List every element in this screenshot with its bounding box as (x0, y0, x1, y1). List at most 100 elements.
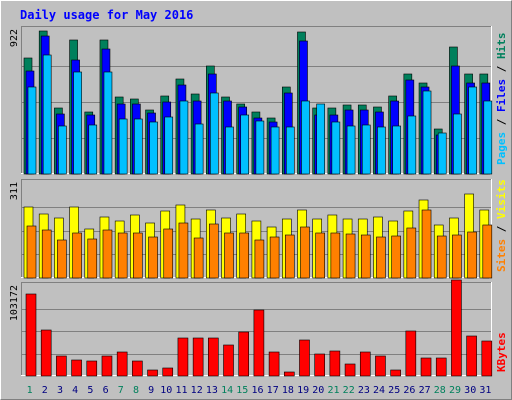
bar-pages (437, 132, 447, 175)
bar-sites (133, 232, 143, 279)
bar-pages (377, 126, 386, 175)
legend-separator: / (495, 219, 508, 239)
bar-kbytes (299, 339, 310, 377)
bar-pages (483, 100, 493, 175)
bar-kbytes (223, 344, 234, 377)
bar-pages (270, 126, 280, 175)
bar-sites (57, 239, 67, 279)
bar-pages (468, 86, 477, 175)
bar-pages (240, 114, 250, 175)
bar-sites (72, 232, 82, 279)
legend-item-sites: Sites (495, 239, 508, 272)
bar-pages (301, 100, 310, 175)
bar-sites (345, 233, 356, 279)
bar-sites (360, 234, 371, 279)
bar-kbytes (56, 355, 67, 377)
bar-kbytes (283, 371, 295, 377)
bar-sites (193, 237, 204, 279)
legend-label: Pages / Files / Hits (495, 33, 508, 166)
bar-kbytes (147, 369, 158, 377)
bar-pages (422, 90, 432, 175)
bar-sites (391, 235, 401, 279)
bar-kbytes (101, 355, 113, 377)
bar-pages (103, 71, 113, 175)
bar-kbytes (405, 330, 417, 377)
day-label: 9 (148, 385, 154, 396)
bar-kbytes (132, 360, 143, 377)
day-label: 29 (449, 385, 461, 396)
legend-item-hits: Hits (495, 33, 508, 60)
legend-label: Sites / Visits (495, 179, 508, 272)
day-label: 30 (464, 385, 476, 396)
bar-kbytes (314, 353, 325, 377)
bar-sites (315, 232, 325, 279)
day-label: 31 (479, 385, 491, 396)
bar-sites (178, 222, 189, 279)
bar-kbytes (71, 359, 82, 377)
day-label: 1 (27, 385, 33, 396)
day-label: 15 (236, 385, 248, 396)
bar-sites (102, 229, 113, 279)
day-label: 14 (221, 385, 233, 396)
bar-kbytes (359, 351, 371, 377)
day-label: 22 (343, 385, 355, 396)
bar-sites (269, 236, 280, 279)
bar-kbytes (451, 279, 462, 377)
day-label: 3 (57, 385, 63, 396)
day-label: 27 (419, 385, 431, 396)
bar-kbytes (344, 363, 356, 377)
bar-kbytes (390, 369, 401, 377)
day-label: 10 (160, 385, 172, 396)
day-label: 12 (191, 385, 203, 396)
bar-pages (392, 125, 401, 175)
legend-sites-visits: Sites / Visits (495, 179, 508, 272)
legend-separator: / (495, 59, 508, 79)
bar-sites (117, 232, 128, 279)
bar-sites (482, 224, 493, 279)
bar-pages (88, 124, 98, 175)
bar-kbytes (435, 357, 447, 377)
chart-title: Daily usage for May 2016 (20, 8, 193, 22)
day-label: 6 (103, 385, 109, 396)
bar-kbytes (208, 337, 219, 377)
bar-pages (255, 120, 265, 175)
day-label: 13 (206, 385, 218, 396)
bar-pages (225, 126, 234, 175)
bar-sites (239, 232, 250, 279)
bar-sites (421, 209, 432, 279)
bar-sites (300, 226, 310, 279)
ytick-kbytes-max: 103172 (9, 285, 20, 321)
hits-files-pages-panel (21, 26, 493, 175)
day-label: 2 (42, 385, 48, 396)
legend-item-kbytes: KBytes (495, 332, 508, 372)
bar-sites (330, 232, 341, 279)
bar-kbytes (420, 357, 432, 377)
bar-kbytes (268, 351, 280, 377)
bar-kbytes (86, 360, 98, 377)
legend-separator: / (495, 112, 508, 132)
bar-pages (42, 54, 52, 175)
bar-kbytes (25, 293, 37, 377)
day-label: 23 (358, 385, 370, 396)
bar-kbytes (253, 309, 265, 377)
bar-sites (436, 235, 447, 279)
day-label: 21 (327, 385, 339, 396)
bar-sites (467, 231, 477, 279)
ytick-visits-max: 311 (9, 182, 20, 200)
bar-sites (26, 225, 37, 279)
day-label: 8 (133, 385, 139, 396)
bar-kbytes (375, 355, 386, 377)
bar-sites (254, 239, 265, 279)
plot-border-shadow-1 (21, 179, 492, 278)
bar-kbytes (177, 337, 189, 377)
bar-sites (87, 238, 98, 279)
bar-sites (224, 232, 234, 279)
bar-pages (210, 92, 219, 175)
bar-sites (406, 227, 417, 279)
bar-sites (209, 223, 219, 279)
bar-sites (41, 229, 52, 279)
day-axis: 1 2 3 4 5 6 7 8 9 10 11 12 13 14 15 16 17 18 19 20 21 22 23 24 2… (27, 385, 492, 396)
bar-pages (331, 121, 341, 175)
bar-kbytes (238, 331, 250, 377)
